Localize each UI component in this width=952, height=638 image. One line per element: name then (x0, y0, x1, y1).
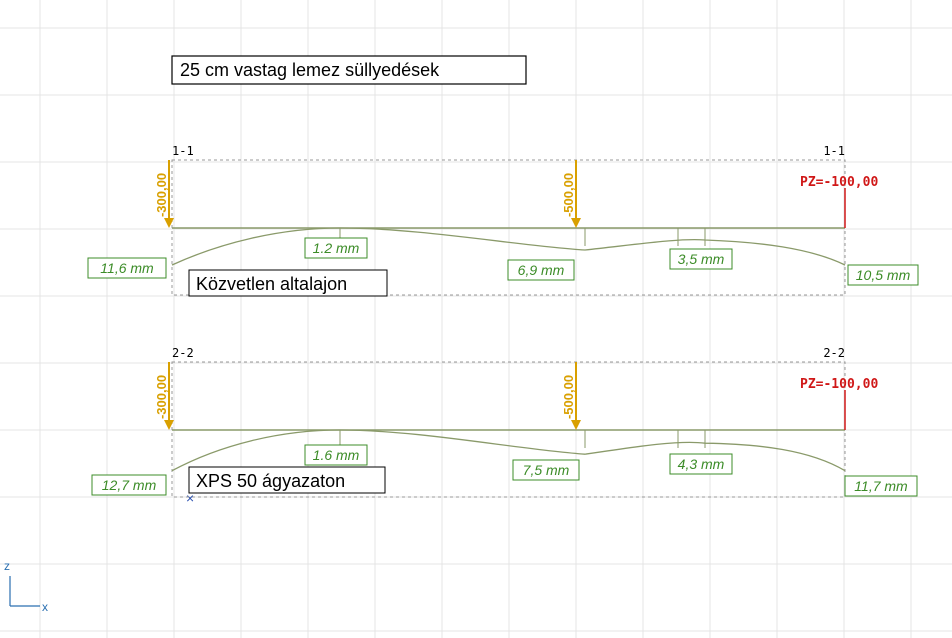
deflection-label: 6,9 mm (518, 262, 565, 278)
load-value: -300,00 (154, 173, 169, 217)
caption: XPS 50 ágyazaton (196, 471, 345, 491)
deflection-label-box (512, 459, 580, 481)
section-label: 2-2 (172, 346, 194, 360)
title: 25 cm vastag lemez süllyedések (180, 60, 440, 80)
deflection-label-box (304, 444, 368, 466)
load-arrowhead (571, 218, 581, 228)
deflection-label-box (669, 453, 733, 475)
deflection-label: 12,7 mm (102, 477, 157, 493)
title-box (171, 55, 527, 85)
deflection-label: 1.6 mm (313, 447, 360, 463)
point-load-value: PZ=-100,00 (800, 377, 878, 392)
deflection-label: 4,3 mm (678, 456, 725, 472)
deflection-label: 7,5 mm (523, 462, 570, 478)
caption-box (188, 269, 388, 297)
deflection-label-box (91, 474, 167, 496)
node-marker: × (186, 490, 194, 506)
section-label: 2-2 (823, 346, 845, 360)
deflection-curve (171, 227, 846, 266)
axis-z-label: z (4, 559, 10, 573)
load-value: -500,00 (561, 375, 576, 419)
load-value: -500,00 (561, 173, 576, 217)
deflection-label: 11,6 mm (100, 260, 154, 276)
deflection-label-box (304, 237, 368, 259)
load-value: -300,00 (154, 375, 169, 419)
deflection-curve (171, 429, 846, 472)
point-load-value: PZ=-100,00 (800, 175, 878, 190)
section: 1-1 1-1 -300,00 -500,00 PZ=-100,00 11,6 mm 1.2… (87, 144, 919, 297)
deflection-label: 11,7 mm (854, 478, 908, 494)
deflection-label-box (669, 248, 733, 270)
load-arrowhead (571, 420, 581, 430)
section-label: 1-1 (172, 144, 194, 158)
deflection-label-box (507, 259, 575, 281)
axis-triad: z x (4, 559, 48, 614)
load-arrowhead (164, 218, 174, 228)
axis-x-label: x (42, 600, 48, 614)
caption-box (188, 466, 386, 494)
deflection-label: 10,5 mm (856, 267, 911, 283)
deflection-label-box (847, 264, 919, 286)
deflection-label: 3,5 mm (678, 251, 725, 267)
section: 2-2 2-2 -300,00 -500,00 PZ=-100,00 12,7 mm 1.6… (91, 346, 918, 498)
caption: Közvetlen altalajon (196, 274, 347, 294)
deflection-label-box (844, 475, 918, 497)
section-label: 1-1 (823, 144, 845, 158)
deflection-label: 1.2 mm (313, 240, 360, 256)
deflection-label-box (87, 257, 167, 279)
load-arrowhead (164, 420, 174, 430)
